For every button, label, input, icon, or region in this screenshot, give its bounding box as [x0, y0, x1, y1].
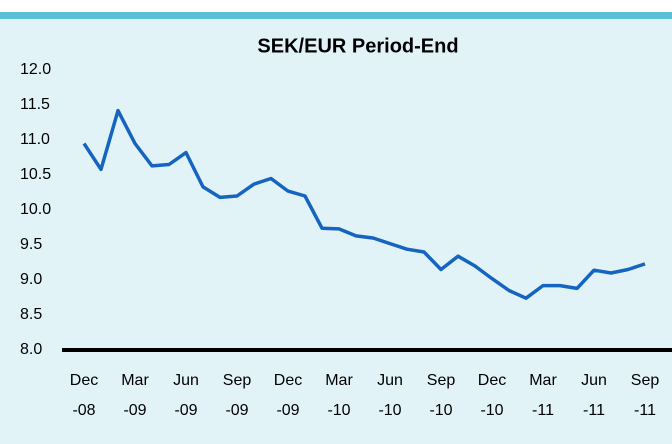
y-tick-label: 10.5	[20, 166, 51, 183]
x-tick-label: Dec -08	[70, 372, 98, 419]
x-tick-label: Mar -10	[325, 372, 353, 419]
x-tick-label: Sep -09	[223, 372, 252, 419]
y-tick-label: 9.0	[20, 271, 42, 288]
x-tick-label: Sep -11	[631, 372, 660, 419]
x-tick-label: Jun -10	[377, 372, 403, 419]
y-tick-label: 11.5	[20, 96, 50, 113]
data-line	[82, 108, 646, 300]
x-tick-label: Mar -09	[121, 372, 149, 419]
y-tick-label: 8.5	[20, 306, 42, 323]
y-tick-label: 9.5	[20, 236, 42, 253]
y-tick-label: 8.0	[20, 341, 42, 358]
y-tick-label: 12.0	[20, 61, 51, 78]
x-tick-label: Dec -10	[478, 372, 506, 419]
y-tick-label: 10.0	[20, 201, 51, 218]
x-tick-label: Jun -09	[173, 372, 199, 419]
x-tick-label: Dec -09	[274, 372, 302, 419]
chart-title: SEK/EUR Period-End	[257, 35, 458, 57]
x-tick-label: Sep -10	[427, 372, 456, 419]
x-tick-label: Mar -11	[529, 372, 557, 419]
top-band	[0, 12, 672, 19]
x-tick-label: Jun -11	[581, 372, 607, 419]
y-tick-label: 11.0	[20, 131, 50, 148]
